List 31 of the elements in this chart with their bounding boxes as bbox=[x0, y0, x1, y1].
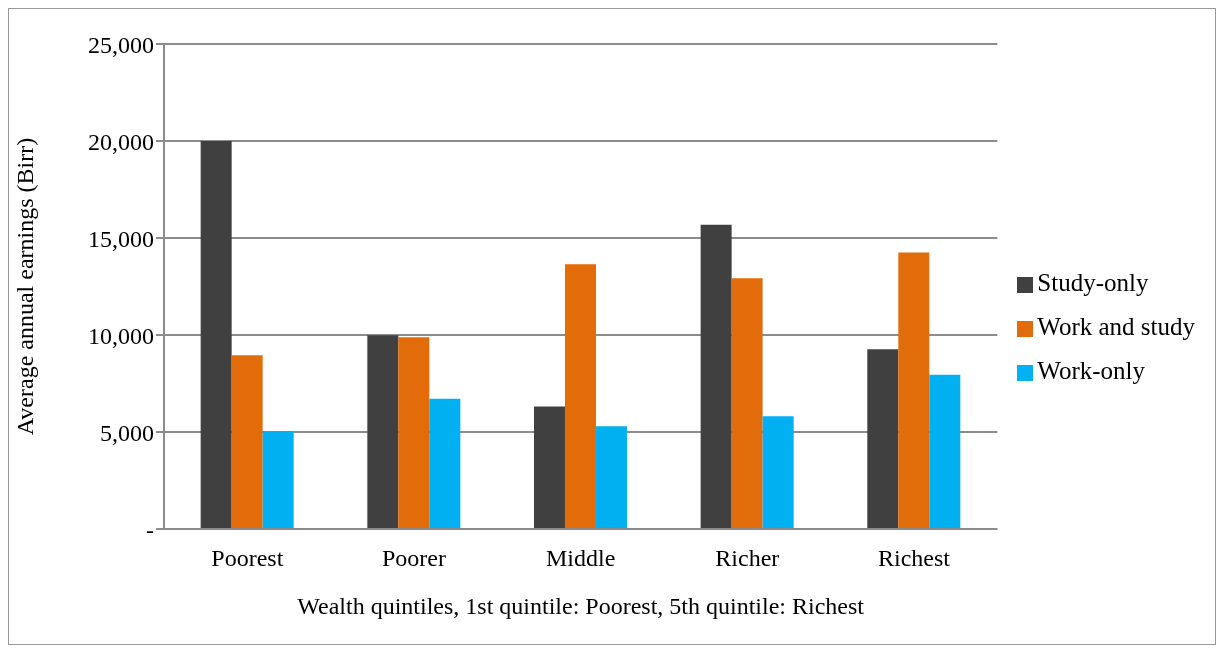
legend-label: Work-only bbox=[1037, 356, 1145, 384]
bar bbox=[762, 416, 794, 529]
bar bbox=[262, 431, 294, 529]
bar bbox=[429, 398, 461, 529]
x-tick-label: Poorer bbox=[382, 545, 446, 572]
bar bbox=[898, 252, 930, 529]
bar bbox=[700, 224, 732, 529]
bar bbox=[595, 426, 627, 529]
x-tick-label: Richest bbox=[877, 545, 951, 572]
y-tick-label: - bbox=[146, 516, 154, 543]
bar bbox=[200, 141, 232, 529]
y-axis-title: Average annual earnings (Birr) bbox=[11, 137, 38, 436]
x-axis-title: Wealth quintiles, 1st quintile: Poorest, 5th quintile: Richest bbox=[297, 593, 865, 619]
bar bbox=[398, 337, 430, 529]
y-tick-label: 20,000 bbox=[88, 128, 154, 155]
bar bbox=[731, 278, 763, 529]
y-tick-label: 10,000 bbox=[88, 322, 154, 349]
bar bbox=[867, 349, 899, 529]
legend-label: Work and study bbox=[1037, 312, 1195, 340]
x-tick-label: Richer bbox=[715, 545, 780, 572]
bar bbox=[533, 406, 565, 529]
bar bbox=[564, 264, 596, 529]
y-tick-label: 5,000 bbox=[100, 419, 154, 446]
x-tick-label: Middle bbox=[545, 545, 616, 572]
y-tick-label: 25,000 bbox=[88, 31, 154, 58]
y-tick-label: 15,000 bbox=[88, 225, 154, 252]
bar bbox=[367, 335, 399, 529]
x-tick-label: Poorest bbox=[211, 545, 284, 572]
bar bbox=[231, 355, 263, 529]
legend-label: Study-only bbox=[1037, 268, 1149, 296]
bar bbox=[929, 374, 961, 529]
